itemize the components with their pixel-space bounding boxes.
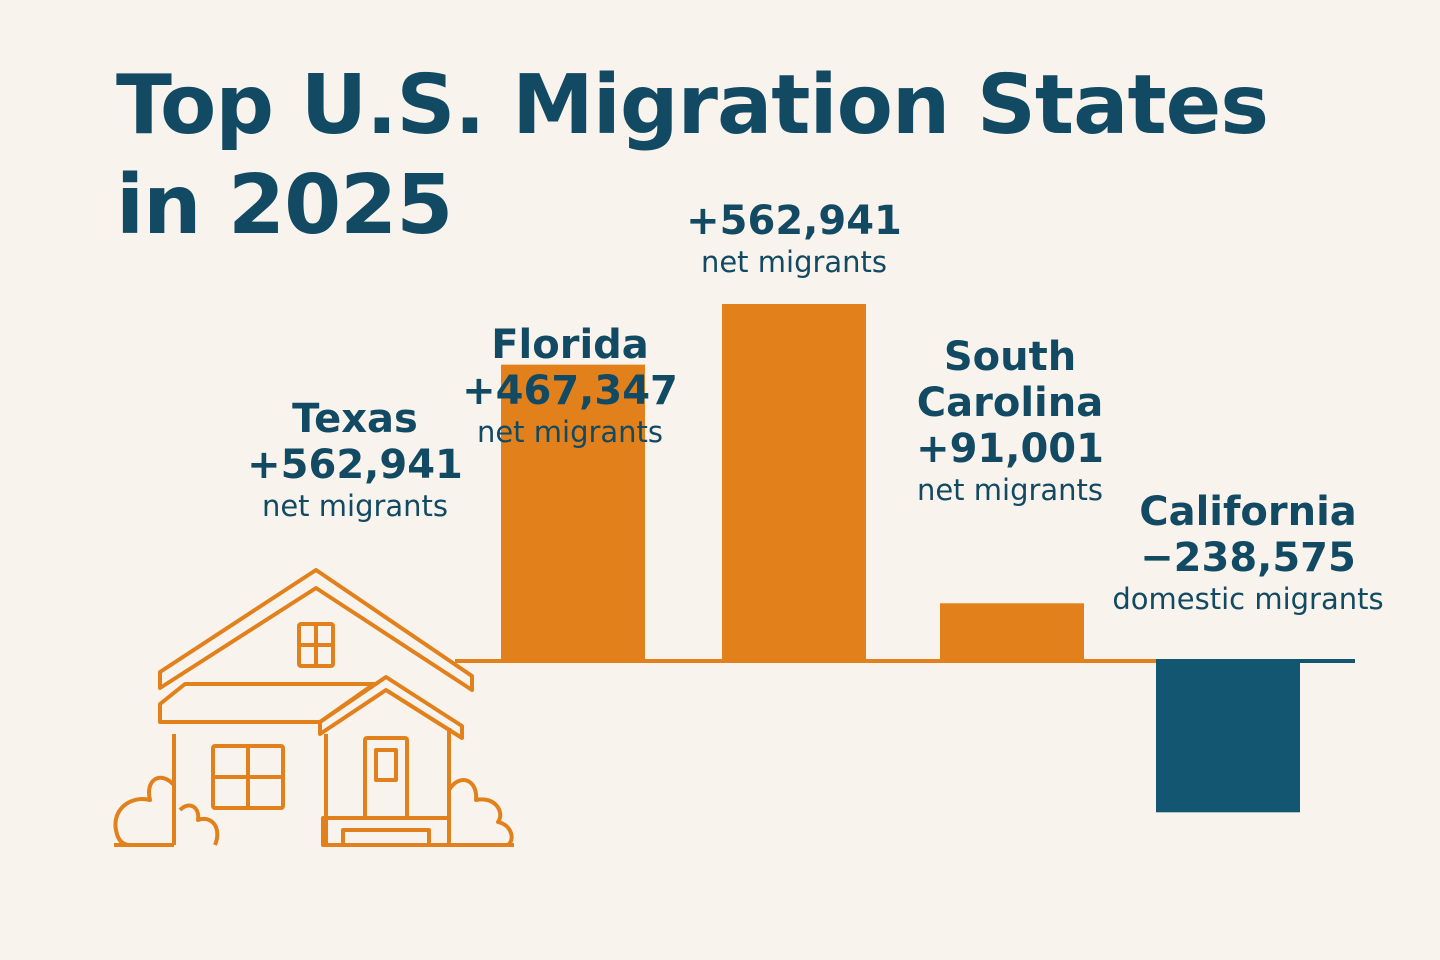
florida-label: Florida +467,347 net migrants: [462, 322, 678, 450]
unit-label: domestic migrants: [1112, 582, 1384, 616]
unit-label: net migrants: [261, 489, 449, 523]
bar-california: [1156, 661, 1300, 813]
value-label: −238,575: [1140, 535, 1356, 581]
value-label: +562,941: [247, 442, 463, 488]
unit-label: net migrants: [916, 473, 1104, 507]
bar-florida: [501, 364, 645, 661]
middle-bar-label: +562,941 net migrants: [686, 198, 902, 280]
bar-unlabeled: [722, 304, 866, 661]
unit-label: net migrants: [476, 415, 664, 449]
california-label: California −238,575 domestic migrants: [1112, 489, 1383, 617]
chart-title: Top U.S. Migration States in 2025: [116, 56, 1269, 256]
unit-label: net migrants: [700, 245, 888, 279]
value-label: +467,347: [462, 368, 678, 414]
state-name: South Carolina: [916, 334, 1104, 426]
state-name: California: [1139, 489, 1357, 535]
value-label: +91,001: [916, 426, 1104, 472]
value-label: +562,941: [686, 198, 902, 244]
title-line-1: Top U.S. Migration States: [116, 58, 1269, 153]
title-line-2: in 2025: [116, 158, 453, 253]
south-carolina-label: South Carolina +91,001 net migrants: [900, 334, 1120, 508]
bar-south-carolina: [940, 603, 1084, 661]
texas-label: Texas +562,941 net migrants: [247, 396, 463, 524]
state-name: Texas: [292, 396, 418, 442]
state-name: Florida: [491, 322, 649, 368]
house-icon: [113, 568, 514, 847]
